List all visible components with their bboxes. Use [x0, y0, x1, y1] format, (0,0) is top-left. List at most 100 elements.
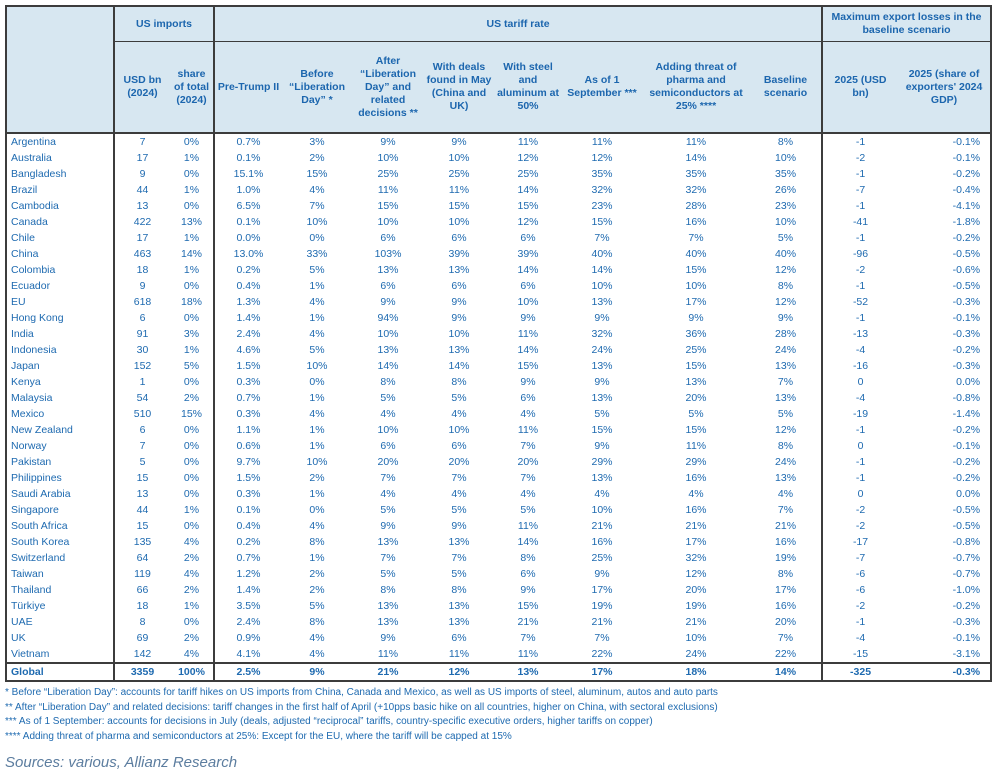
- value-cell: -96: [821, 246, 899, 262]
- table-row: Hong Kong 6 0% 1.4% 1% 94% 9% 9% 9% 9% 9% -1 -0.1%: [6, 310, 991, 326]
- value-cell: 12%: [685, 568, 707, 580]
- value-cell: -15: [821, 646, 899, 663]
- value-cell: 18%: [181, 296, 203, 308]
- table-row: Pakistan 5 0% 9.7% 10% 20% 20% 20% 29% 29% 24% -1 -0…: [6, 454, 991, 470]
- country-cell: South Africa: [11, 520, 68, 532]
- value-cell: -0.3%: [952, 616, 981, 628]
- value-cell: 4.1%: [213, 646, 283, 663]
- value-cell: 15%: [591, 216, 613, 228]
- value-cell: 21%: [517, 616, 539, 628]
- group-header-us-tariff-rate: US tariff rate: [213, 6, 823, 42]
- table-row: Bangladesh 9 0% 15.1% 15% 25% 25% 25% 35% 35% 35% -…: [6, 166, 991, 182]
- value-cell: 14%: [448, 360, 470, 372]
- value-cell: 39%: [517, 248, 539, 260]
- value-cell: 100%: [170, 662, 215, 681]
- value-cell: 2%: [183, 632, 200, 644]
- value-cell: 5%: [380, 392, 396, 404]
- value-cell: 0.3%: [213, 374, 283, 390]
- value-cell: 10%: [377, 328, 399, 340]
- value-cell: 0%: [183, 200, 200, 212]
- value-cell: 14%: [591, 264, 613, 276]
- value-cell: 6.5%: [213, 198, 283, 214]
- value-cell: -0.2%: [952, 600, 981, 612]
- value-cell: 4%: [594, 488, 610, 500]
- value-cell: 14%: [181, 248, 203, 260]
- value-cell: 5%: [309, 600, 325, 612]
- value-cell: 8%: [520, 552, 536, 564]
- value-cell: 1.3%: [213, 294, 283, 310]
- value-cell: 0.0%: [956, 376, 981, 388]
- country-cell: Switzerland: [11, 552, 66, 564]
- value-cell: 13%: [775, 472, 797, 484]
- value-cell: 11%: [591, 136, 613, 148]
- table-row: Switzerland 64 2% 0.7% 1% 7% 7% 8% 25% 32% 19% -7 -0…: [6, 550, 991, 566]
- value-cell: 13%: [448, 264, 470, 276]
- value-cell: 0.7%: [213, 390, 283, 406]
- value-cell: 9%: [380, 136, 396, 148]
- country-cell: Taiwan: [11, 568, 44, 580]
- table-row: Türkiye 18 1% 3.5% 5% 13% 13% 15% 19% 19% 16% -2 -0.…: [6, 598, 991, 614]
- country-cell: India: [11, 328, 34, 340]
- value-cell: 5%: [777, 408, 794, 420]
- value-cell: -13: [821, 326, 899, 342]
- value-cell: 21%: [775, 520, 797, 532]
- value-cell: -52: [821, 294, 899, 310]
- value-cell: -1: [821, 470, 899, 486]
- value-cell: 1%: [183, 344, 200, 356]
- value-cell: -2: [821, 502, 899, 518]
- value-cell: 1%: [309, 488, 325, 500]
- value-cell: 15%: [306, 168, 328, 180]
- value-cell: 1%: [309, 280, 325, 292]
- value-cell: 28%: [685, 200, 707, 212]
- table-row: Cambodia 13 0% 6.5% 7% 15% 15% 15% 23% 28% 23% -1 -4…: [6, 198, 991, 214]
- value-cell: 25%: [377, 168, 399, 180]
- value-cell: 7: [113, 133, 170, 150]
- value-cell: 13.0%: [213, 246, 283, 262]
- value-cell: 9%: [594, 568, 610, 580]
- value-cell: -0.1%: [952, 632, 981, 644]
- value-cell: -0.1%: [952, 152, 981, 164]
- value-cell: 13%: [591, 472, 613, 484]
- value-cell: 3359: [113, 662, 170, 681]
- value-cell: 5%: [309, 344, 325, 356]
- value-cell: 13%: [181, 216, 203, 228]
- value-cell: 20%: [775, 616, 797, 628]
- tariff-table: US imports US tariff rate Maximum export…: [5, 5, 993, 682]
- value-cell: 15: [113, 518, 170, 534]
- value-cell: -0.3%: [952, 360, 981, 372]
- col-header-after-liberation-day: After “Liberation Day” and related decis…: [352, 41, 425, 134]
- value-cell: 1%: [183, 600, 200, 612]
- value-cell: -4: [821, 342, 899, 358]
- value-cell: 13%: [377, 344, 399, 356]
- value-cell: 20%: [377, 456, 399, 468]
- value-cell: -0.3%: [952, 296, 981, 308]
- value-cell: 17%: [591, 584, 613, 596]
- value-cell: 9.7%: [213, 454, 283, 470]
- value-cell: 7%: [777, 376, 794, 388]
- value-cell: 4%: [380, 408, 396, 420]
- country-cell: Pakistan: [11, 456, 52, 468]
- value-cell: 20%: [685, 392, 707, 404]
- value-cell: 5%: [520, 504, 536, 516]
- value-cell: 0%: [183, 520, 200, 532]
- table-row: Canada 422 13% 0.1% 10% 10% 10% 12% 15% 16% 10% -41…: [6, 214, 991, 230]
- value-cell: 26%: [775, 184, 797, 196]
- value-cell: 1.5%: [213, 358, 283, 374]
- value-cell: 3%: [183, 328, 200, 340]
- value-cell: 10%: [517, 296, 539, 308]
- value-cell: 23%: [775, 200, 797, 212]
- value-cell: 0%: [309, 376, 325, 388]
- value-cell: 11%: [377, 184, 399, 196]
- value-cell: 15%: [685, 424, 707, 436]
- value-cell: 0.1%: [213, 502, 283, 518]
- value-cell: 7%: [451, 472, 467, 484]
- value-cell: 1: [113, 374, 170, 390]
- value-cell: -1: [821, 614, 899, 630]
- value-cell: 9%: [451, 296, 467, 308]
- value-cell: -0.3%: [898, 662, 992, 681]
- value-cell: 12%: [517, 216, 539, 228]
- value-cell: -1: [821, 230, 899, 246]
- global-row: Global 3359 100% 2.5% 9% 21% 12% 13% 17% 18% 14% -3…: [6, 662, 992, 681]
- value-cell: -0.8%: [952, 392, 981, 404]
- value-cell: 94%: [377, 312, 399, 324]
